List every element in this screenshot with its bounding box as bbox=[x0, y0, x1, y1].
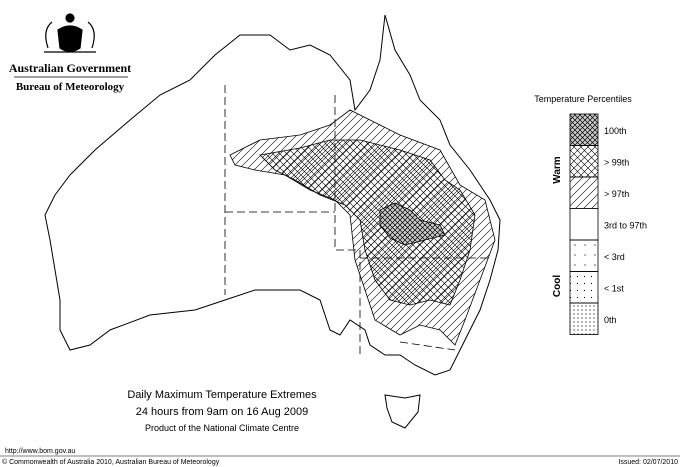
caption-line: Daily Maximum Temperature Extremes bbox=[127, 389, 317, 401]
legend-swatch bbox=[569, 145, 599, 178]
legend-swatch bbox=[569, 271, 599, 304]
state-borders bbox=[224, 85, 488, 355]
caption-line: Product of the National Climate Centre bbox=[145, 423, 299, 433]
coat-of-arms bbox=[44, 13, 96, 53]
legend-title: Temperature Percentiles bbox=[534, 94, 632, 104]
government-name: Australian Government bbox=[9, 61, 131, 75]
footer-issued: Issued: 02/07/2010 bbox=[618, 459, 678, 466]
legend-swatch bbox=[569, 176, 599, 209]
footer-copyright: © Commonwealth of Australia 2010, Austra… bbox=[2, 458, 220, 466]
caption-line: 24 hours from 9am on 16 Aug 2009 bbox=[136, 406, 308, 418]
region-100th bbox=[379, 202, 446, 246]
legend-swatch bbox=[569, 113, 599, 146]
legend-swatch bbox=[569, 239, 599, 272]
legend-swatch bbox=[569, 302, 599, 335]
legend-label: > 99th bbox=[604, 157, 629, 167]
legend-label: > 97th bbox=[604, 189, 629, 199]
legend-label: < 1st bbox=[604, 283, 624, 293]
legend-label: 100th bbox=[604, 126, 627, 136]
bureau-name: Bureau of Meteorology bbox=[16, 81, 125, 93]
footer-url: http://www.bom.gov.au bbox=[5, 448, 75, 455]
legend: 100th > 99th > 97th 3rd to 97th < 3rd < 1st 0t… bbox=[569, 113, 647, 335]
region-99th bbox=[259, 139, 476, 306]
legend-swatch bbox=[569, 208, 599, 241]
legend-label: < 3rd bbox=[604, 252, 625, 262]
cool-label: Cool bbox=[552, 275, 563, 297]
warm-label: Warm bbox=[552, 156, 563, 184]
legend-label: 0th bbox=[604, 315, 617, 325]
legend-label: 3rd to 97th bbox=[604, 220, 647, 230]
tasmania bbox=[384, 394, 421, 429]
